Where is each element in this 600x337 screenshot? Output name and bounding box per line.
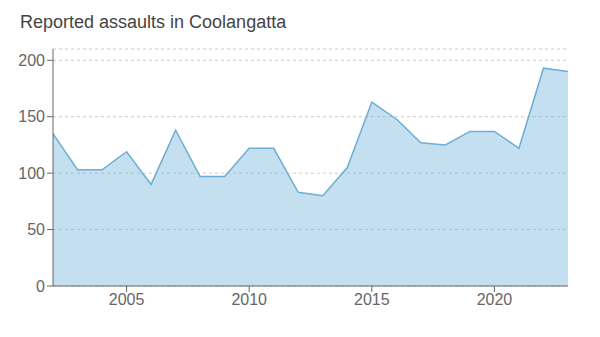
svg-text:2005: 2005 [109, 291, 145, 308]
svg-text:200: 200 [18, 52, 45, 69]
svg-text:2020: 2020 [477, 291, 513, 308]
svg-text:150: 150 [18, 108, 45, 125]
svg-text:100: 100 [18, 165, 45, 182]
svg-text:2015: 2015 [354, 291, 390, 308]
svg-text:50: 50 [27, 221, 45, 238]
svg-text:2010: 2010 [231, 291, 267, 308]
svg-text:0: 0 [36, 278, 45, 295]
html-text:Reported assaults in Coolangat: Reported assaults in Coolangatta [20, 12, 287, 32]
